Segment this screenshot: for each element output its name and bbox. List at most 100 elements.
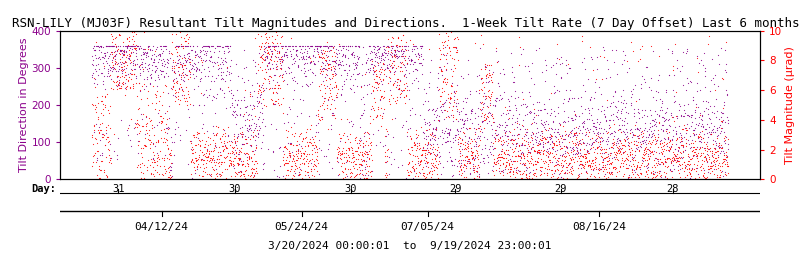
Point xyxy=(186,64,199,68)
Point xyxy=(638,138,650,142)
Point xyxy=(556,154,569,158)
Point xyxy=(543,177,556,181)
Point xyxy=(620,152,633,156)
Point xyxy=(106,65,118,69)
Point xyxy=(637,148,650,153)
Point xyxy=(582,151,595,155)
Point xyxy=(346,50,359,54)
Point xyxy=(546,119,559,123)
Point xyxy=(406,145,418,150)
Point xyxy=(196,162,209,166)
Point xyxy=(137,69,150,73)
Point xyxy=(397,33,410,37)
Point xyxy=(169,132,182,136)
Point xyxy=(122,44,134,48)
Point xyxy=(529,48,542,52)
Point xyxy=(378,95,390,99)
Point xyxy=(445,67,458,71)
Point xyxy=(246,175,259,179)
Point xyxy=(580,143,593,147)
Point xyxy=(238,137,251,141)
Point xyxy=(424,169,437,173)
Point xyxy=(279,128,292,132)
Point xyxy=(664,167,677,171)
Point xyxy=(414,153,427,157)
Point xyxy=(486,72,498,76)
Point xyxy=(176,89,189,93)
Point xyxy=(260,63,273,67)
Point xyxy=(434,57,447,61)
Point xyxy=(146,48,158,52)
Point xyxy=(557,152,570,156)
Point xyxy=(98,56,110,60)
Point xyxy=(553,172,566,176)
Point xyxy=(185,48,198,52)
Point xyxy=(557,123,570,127)
Point xyxy=(410,135,423,139)
Point xyxy=(170,79,183,83)
Point xyxy=(224,78,237,82)
Point xyxy=(704,146,717,151)
Point xyxy=(350,44,362,48)
Point xyxy=(233,157,246,162)
Point xyxy=(331,155,344,159)
Point xyxy=(440,98,453,102)
Point xyxy=(612,141,625,145)
Point xyxy=(248,171,261,175)
Point xyxy=(517,97,530,101)
Point xyxy=(195,150,208,154)
Point xyxy=(610,105,622,109)
Point xyxy=(142,62,155,66)
Point xyxy=(107,44,120,48)
Point xyxy=(716,150,729,154)
Point xyxy=(241,129,254,133)
Point xyxy=(614,149,626,153)
Point xyxy=(110,80,123,84)
Point xyxy=(627,114,640,118)
Point xyxy=(265,55,278,59)
Point xyxy=(138,51,150,55)
Point xyxy=(610,157,623,162)
Point xyxy=(552,137,565,141)
Point xyxy=(706,57,719,61)
Point xyxy=(699,176,712,180)
Point xyxy=(617,150,630,154)
Point xyxy=(517,124,530,128)
Point xyxy=(181,92,194,96)
Point xyxy=(193,131,206,135)
Text: 07/05/24: 07/05/24 xyxy=(401,222,454,232)
Point xyxy=(222,125,234,129)
Point xyxy=(425,172,438,176)
Point xyxy=(479,143,492,147)
Point xyxy=(352,165,365,169)
Point xyxy=(506,162,518,166)
Point xyxy=(371,85,384,89)
Point xyxy=(341,134,354,138)
Point xyxy=(323,44,336,48)
Point xyxy=(637,156,650,160)
Point xyxy=(616,156,629,161)
Point xyxy=(511,168,524,173)
Point xyxy=(601,137,614,142)
Point xyxy=(672,159,685,163)
Point xyxy=(588,140,601,144)
Point xyxy=(670,136,683,141)
Point xyxy=(682,167,695,171)
Point xyxy=(602,152,614,156)
Point xyxy=(517,47,530,51)
Point xyxy=(87,76,100,80)
Point xyxy=(561,176,574,180)
Point xyxy=(158,44,170,48)
Point xyxy=(110,62,123,66)
Point xyxy=(708,172,721,176)
Point xyxy=(363,114,376,118)
Point xyxy=(338,79,350,83)
Point xyxy=(660,90,673,94)
Point xyxy=(166,84,179,88)
Point xyxy=(520,133,533,137)
Point xyxy=(347,159,360,163)
Point xyxy=(185,67,198,71)
Point xyxy=(719,48,732,52)
Point xyxy=(627,142,640,146)
Point xyxy=(450,50,462,54)
